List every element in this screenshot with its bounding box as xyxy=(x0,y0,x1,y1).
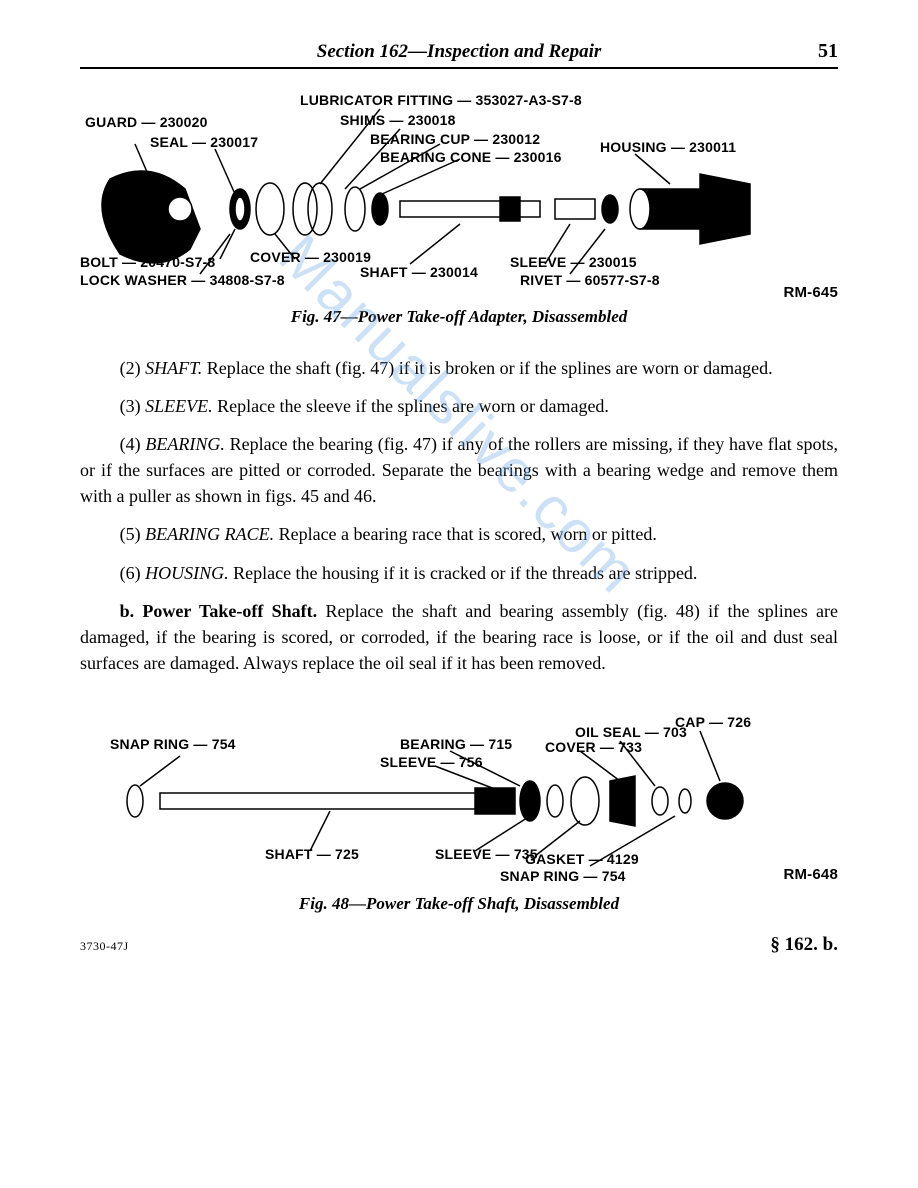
label-bearing48: BEARING — 715 xyxy=(400,736,512,752)
label-bolt: BOLT — 20470-S7-8 xyxy=(80,254,215,270)
label-sleeve756: SLEEVE — 756 xyxy=(380,754,483,770)
label-snap-ring-l: SNAP RING — 754 xyxy=(110,736,236,752)
p6-num: (6) xyxy=(120,563,146,583)
p5-text: Replace a bearing race that is scored, w… xyxy=(274,524,657,544)
p2-num: (2) xyxy=(120,358,146,378)
label-bearing-cup: BEARING CUP — 230012 xyxy=(370,131,540,147)
label-snap-ring-r: SNAP RING — 754 xyxy=(500,868,626,884)
p3-text: Replace the sleeve if the splines are wo… xyxy=(213,396,609,416)
label-bearing-cone: BEARING CONE — 230016 xyxy=(380,149,562,165)
label-rivet: RIVET — 60577-S7-8 xyxy=(520,272,660,288)
label-housing: HOUSING — 230011 xyxy=(600,139,736,155)
p2-term: SHAFT. xyxy=(145,358,202,378)
label-cover48: COVER — 733 xyxy=(545,739,642,755)
para-5: (5) BEARING RACE. Replace a bearing race… xyxy=(80,521,838,547)
page-footer: 3730-47J § 162. b. xyxy=(80,934,838,956)
rm-code-47: RM-645 xyxy=(783,284,838,301)
fig48-caption: Fig. 48—Power Take-off Shaft, Disassembl… xyxy=(80,894,838,914)
p3-term: SLEEVE. xyxy=(145,396,213,416)
footer-left: 3730-47J xyxy=(80,939,129,954)
label-cover: COVER — 230019 xyxy=(250,249,371,265)
footer-right: § 162. b. xyxy=(770,934,838,956)
page: Manualslive.com Section 162—Inspection a… xyxy=(0,0,918,986)
section-title: Section 162—Inspection and Repair xyxy=(140,41,778,63)
label-seal: SEAL — 230017 xyxy=(150,134,258,150)
label-guard: GUARD — 230020 xyxy=(85,114,208,130)
para-2: (2) SHAFT. Replace the shaft (fig. 47) i… xyxy=(80,355,838,381)
figure-48: SNAP RING — 754 SHAFT — 725 BEARING — 71… xyxy=(80,706,838,886)
label-sleeve735: SLEEVE — 735 xyxy=(435,846,538,862)
label-cap: CAP — 726 xyxy=(675,714,751,730)
label-lubricator: LUBRICATOR FITTING — 353027-A3-S7-8 xyxy=(300,92,582,108)
label-sleeve: SLEEVE — 230015 xyxy=(510,254,637,270)
p4-num: (4) xyxy=(120,434,146,454)
p5-num: (5) xyxy=(120,524,146,544)
para-3: (3) SLEEVE. Replace the sleeve if the sp… xyxy=(80,393,838,419)
label-gasket: GASKET — 4129 xyxy=(525,851,639,867)
label-shims: SHIMS — 230018 xyxy=(340,112,456,128)
label-shaft48: SHAFT — 725 xyxy=(265,846,359,862)
rm-code-48: RM-648 xyxy=(783,866,838,883)
fig47-caption: Fig. 47—Power Take-off Adapter, Disassem… xyxy=(80,307,838,327)
para-4: (4) BEARING. Replace the bearing (fig. 4… xyxy=(80,431,838,509)
page-header: Section 162—Inspection and Repair 51 xyxy=(80,40,838,69)
label-lock-washer: LOCK WASHER — 34808-S7-8 xyxy=(80,272,285,288)
figure-47: GUARD — 230020 SEAL — 230017 LUBRICATOR … xyxy=(80,89,838,299)
label-shaft: SHAFT — 230014 xyxy=(360,264,478,280)
para-6: (6) HOUSING. Replace the housing if it i… xyxy=(80,560,838,586)
p4-term: BEARING. xyxy=(145,434,224,454)
p3-num: (3) xyxy=(120,396,146,416)
p2-text: Replace the shaft (fig. 47) if it is bro… xyxy=(202,358,772,378)
p6-text: Replace the housing if it is cracked or … xyxy=(229,563,698,583)
para-b: b. Power Take-off Shaft. Replace the sha… xyxy=(80,598,838,676)
page-number: 51 xyxy=(778,40,838,63)
label-oil-seal: OIL SEAL — 703 xyxy=(575,724,687,740)
p6-term: HOUSING. xyxy=(145,563,229,583)
p5-term: BEARING RACE. xyxy=(145,524,274,544)
pb-head: b. Power Take-off Shaft. xyxy=(120,601,318,621)
